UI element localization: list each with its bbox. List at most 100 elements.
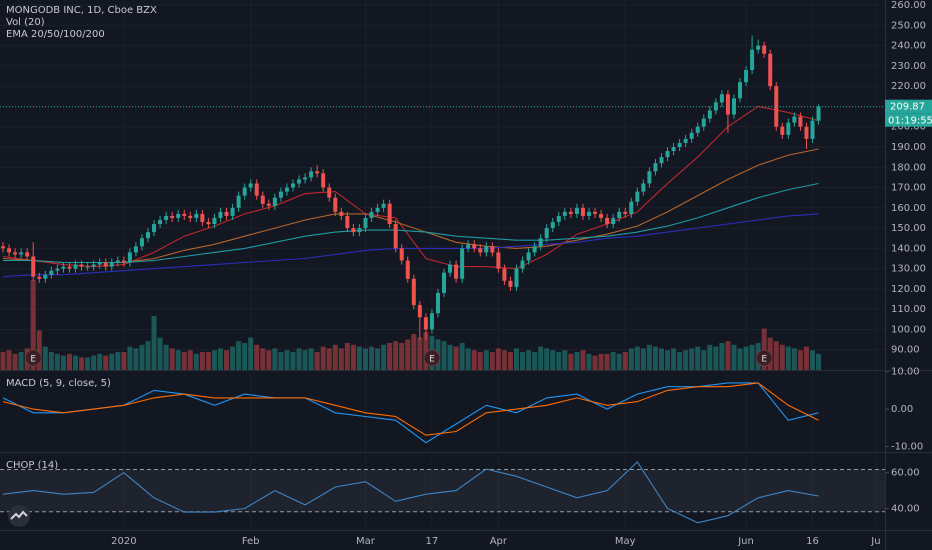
candle-body [19,252,24,255]
candle-body [695,126,700,133]
candle-body [671,146,676,152]
candle-body [248,183,253,188]
volume-bar [562,350,568,370]
y-tick-label: -10.00 [891,441,923,452]
candle-body [363,217,368,229]
candle-body [792,116,797,123]
y-tick-label: 200.00 [891,122,926,133]
candle-body [774,86,779,127]
volume-bar [749,344,755,370]
volume-bar [242,343,248,370]
candle-body [85,266,90,268]
candle-body [200,213,205,222]
candle-body [653,163,658,172]
candle-body [472,244,477,249]
candle-body [689,132,694,139]
volume-bar [163,344,169,370]
volume-bar [399,343,405,370]
candle-body [478,248,483,253]
candle-body [496,252,501,269]
candle-body [744,69,749,83]
countdown-box [885,113,932,127]
candle-body [580,207,585,216]
earnings-marker [24,349,42,367]
candle-body [647,171,652,184]
y-tick-label: 130.00 [891,264,926,275]
volume-bar [6,350,12,370]
candle-body [593,211,598,214]
volume-bar [526,350,532,370]
candle-body [67,266,72,269]
volume-bar [689,348,695,370]
volume-bar [453,346,459,370]
volume-bar [634,346,640,370]
volume-bar [701,350,707,370]
volume-bar [175,350,181,370]
volume-bar [411,334,417,370]
volume-bar [145,341,151,370]
candle-body [435,292,440,314]
candle-body [31,256,36,277]
volume-bar [236,341,242,370]
ema-line [3,182,819,264]
volume-bar [139,344,145,370]
volume-bar [326,348,332,370]
volume-bar [646,344,652,370]
earnings-label: E [429,355,435,365]
x-tick-label: Apr [490,536,508,547]
candle-body [532,246,537,253]
volume-bar [103,355,109,370]
candle-body [798,116,803,127]
y-tick-label: 100.00 [891,324,926,335]
volume-bar [308,348,314,370]
candle-body [611,217,616,225]
volume-bar [544,348,550,370]
volume-bar [773,341,779,370]
macd-title: MACD (5, 9, close, 5) [6,378,111,389]
candle-body [303,177,308,180]
volume-bar [423,332,429,370]
volume-bar [369,346,375,370]
volume-bar [12,353,18,370]
volume-bar [272,348,278,370]
candle-body [810,120,815,139]
volume-bar [725,341,731,370]
candle-body [623,211,628,214]
candle-body [218,211,223,218]
volume-bar [362,348,368,370]
candle-body [170,215,175,218]
y-tick-label: 180.00 [891,162,926,173]
volume-bar [501,350,507,370]
volume-bar [254,344,260,370]
earnings-marker [755,349,773,367]
volume-bar [60,355,66,370]
candle-body [405,260,410,279]
candle-body [73,264,78,269]
volume-bar [471,350,477,370]
candle-body [816,106,821,121]
volume-bar [302,350,308,370]
volume-bar [320,346,326,370]
volume-bar [616,353,622,370]
y-tick-label: 140.00 [891,243,926,254]
volume-bar [791,348,797,370]
y-tick-label: 150.00 [891,223,926,234]
candle-body [659,157,664,164]
candle-body [43,274,48,279]
candle-body [677,142,682,147]
volume-bar [193,353,199,370]
volume-bar [266,350,272,370]
candle-body [423,317,428,330]
y-tick-label: 160.00 [891,203,926,214]
candle-body [780,126,785,135]
candle-body [345,215,350,229]
candle-body [206,222,211,225]
candle-body [568,211,573,214]
candle-body [490,246,495,253]
candle-body [538,238,543,247]
candle-body [731,98,736,115]
candle-body [399,248,404,261]
